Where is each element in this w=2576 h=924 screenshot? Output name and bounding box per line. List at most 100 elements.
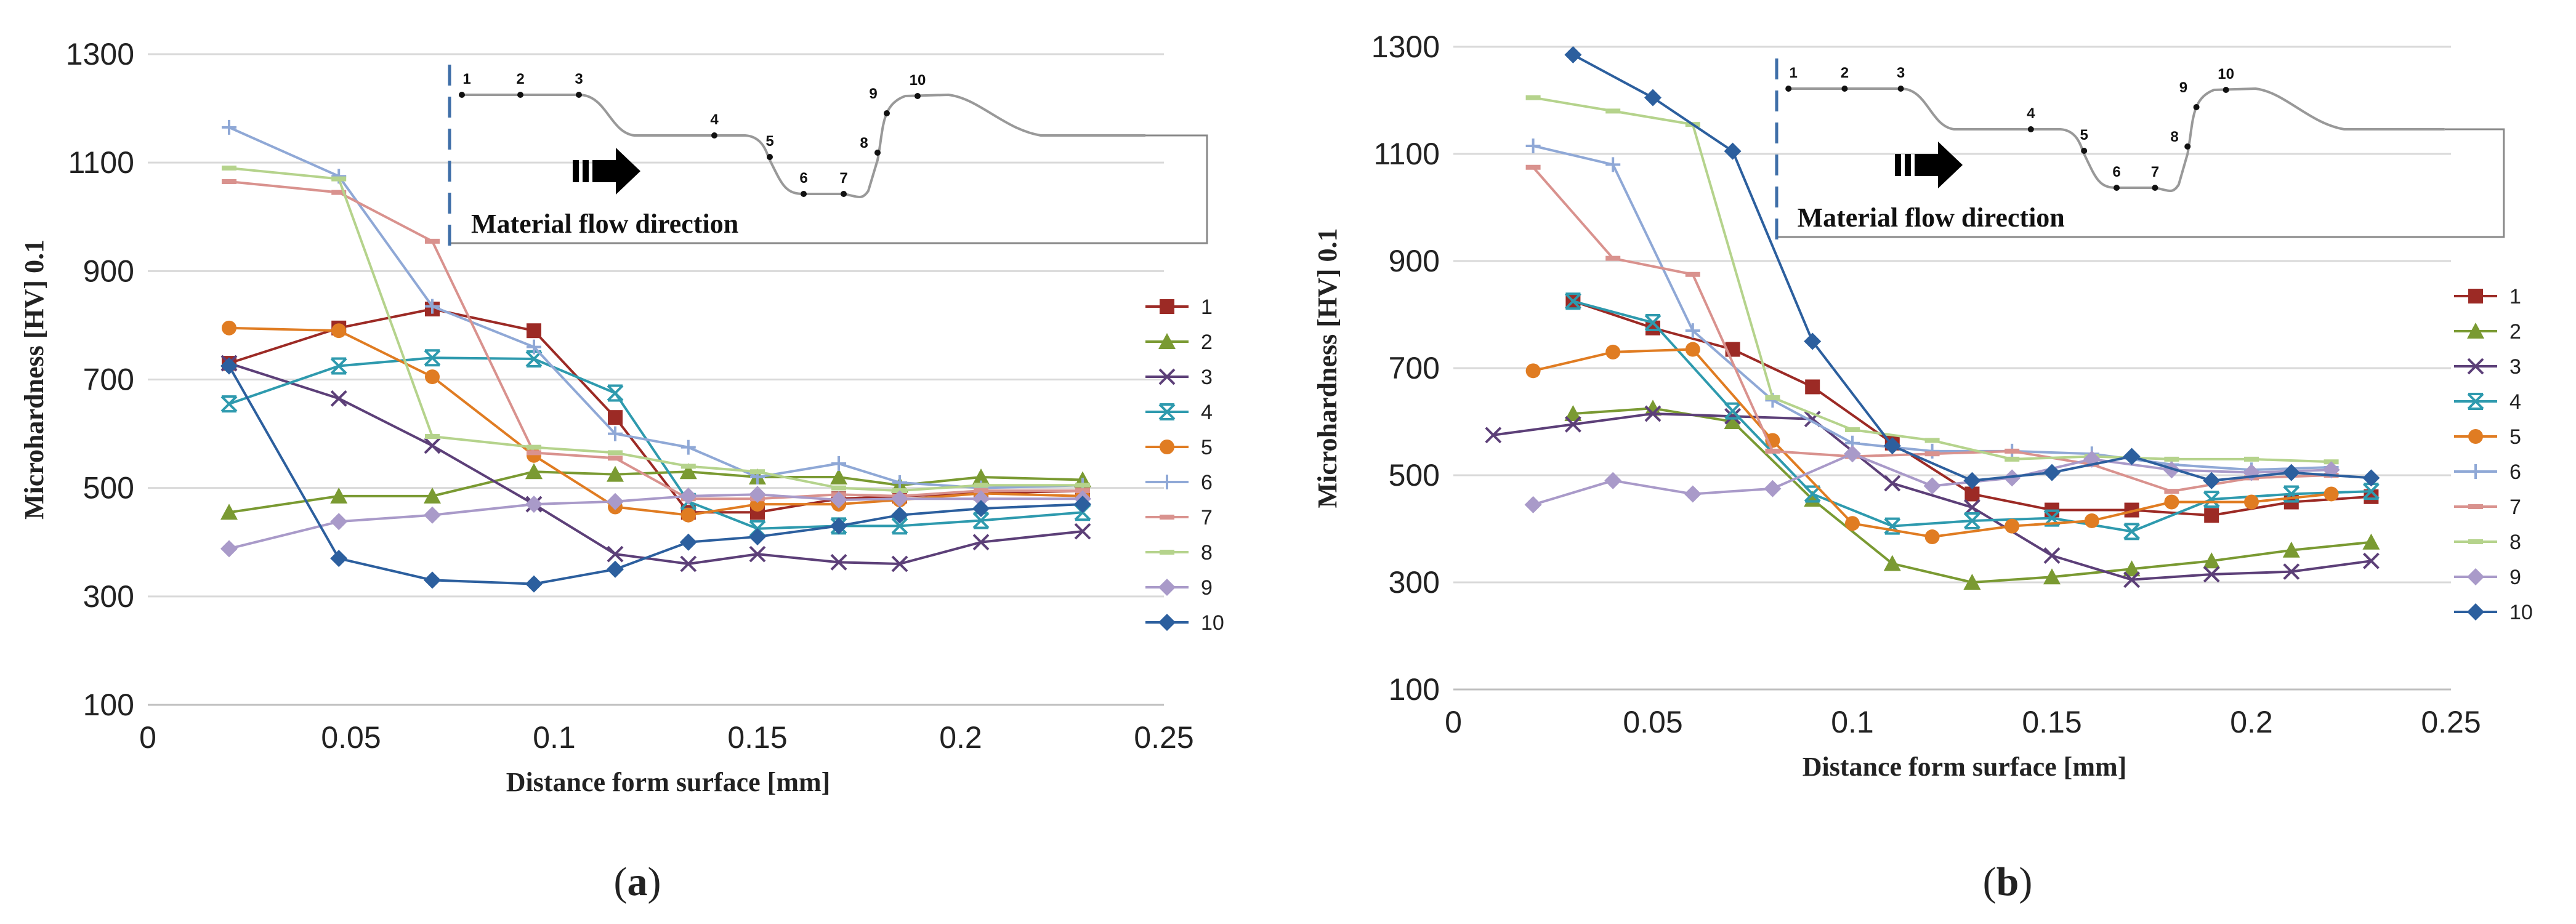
x-axis-title-a: Distance form surface [mm] xyxy=(506,767,831,797)
data-point-b-9-1 xyxy=(1604,472,1622,489)
data-point-a-4-1 xyxy=(330,357,347,375)
data-point-b-10-0 xyxy=(1564,46,1582,64)
legend-marker-a-2 xyxy=(1158,333,1176,349)
data-point-a-5-5 xyxy=(680,507,696,523)
data-point-b-1-8 xyxy=(2204,508,2219,523)
data-point-a-4-0 xyxy=(220,395,238,413)
inset-point-label-b-10: 10 xyxy=(2218,66,2234,82)
legend-marker-b-7 xyxy=(2468,504,2483,509)
arrow-icon-b xyxy=(1915,142,1963,188)
arrow-icon-a xyxy=(592,148,640,195)
data-point-b-7-1 xyxy=(1605,255,1621,261)
data-point-a-9-7 xyxy=(830,491,847,509)
inset-point-a-6 xyxy=(801,191,807,197)
inset-point-b-6 xyxy=(2114,185,2120,191)
data-point-b-10-4 xyxy=(1883,437,1901,455)
data-point-a-7-1 xyxy=(331,190,347,195)
x-tick-label-b-2: 0.1 xyxy=(1831,705,1874,739)
inset-point-label-a-6: 6 xyxy=(799,170,807,187)
data-point-a-5-1 xyxy=(331,323,347,339)
inset-point-b-5 xyxy=(2081,148,2088,154)
legend-label-b-9: 9 xyxy=(2509,566,2521,589)
data-point-a-9-2 xyxy=(424,506,441,524)
chart-b-svg: 100 300 500 700 900 1100 1300 0 0.05 0.1 0.15 0.2 0.… xyxy=(1312,30,2533,782)
data-point-b-3-9 xyxy=(2203,566,2220,583)
y-tick-label-b-0: 100 xyxy=(1389,672,1440,707)
series-b-6 xyxy=(1525,138,2339,478)
series-line-a-4 xyxy=(228,356,1083,530)
data-point-a-2-7 xyxy=(830,468,847,485)
data-point-b-6-5 xyxy=(1924,443,1940,459)
inset-arrow-tail-1-a xyxy=(573,160,579,182)
data-point-b-2-9 xyxy=(2282,541,2300,558)
data-point-b-3-10 xyxy=(2283,563,2300,581)
series-a-8 xyxy=(222,165,1090,494)
data-point-a-10-5 xyxy=(679,533,697,551)
data-point-a-4-4 xyxy=(607,384,624,402)
gridlines-a xyxy=(148,53,1164,598)
data-point-b-3-7 xyxy=(2043,547,2061,564)
legend-marker-b-10 xyxy=(2467,603,2484,621)
inset-arrow-tail-1-b xyxy=(1895,154,1901,176)
inset-point-label-a-3: 3 xyxy=(575,71,583,87)
legend-label-a-1: 1 xyxy=(1201,295,1213,319)
data-point-a-7-2 xyxy=(425,238,440,244)
data-point-b-9-6 xyxy=(2003,469,2021,487)
inset-point-label-a-8: 8 xyxy=(860,135,868,151)
data-point-b-2-10 xyxy=(2362,533,2380,550)
inset-point-b-4 xyxy=(2027,126,2034,132)
data-point-b-8-3 xyxy=(1765,395,1780,400)
data-point-a-6-4 xyxy=(608,426,623,441)
legend-label-b-6: 6 xyxy=(2509,460,2521,484)
data-point-b-10-2 xyxy=(1724,142,1742,160)
inset-point-b-2 xyxy=(1841,86,1848,92)
data-point-a-3-7 xyxy=(830,553,847,571)
series-b-10 xyxy=(1564,46,2380,489)
data-point-a-9-6 xyxy=(749,486,766,504)
inset-point-label-a-9: 9 xyxy=(869,86,877,102)
data-point-a-10-2 xyxy=(424,571,441,589)
series-line-a-3 xyxy=(228,362,1083,565)
data-point-a-10-8 xyxy=(891,506,908,524)
data-point-a-3-5 xyxy=(680,555,697,572)
data-point-b-7-2 xyxy=(1685,271,1700,277)
data-point-b-5-2 xyxy=(1685,342,1700,357)
inset-point-a-1 xyxy=(459,92,465,98)
data-point-b-10-9 xyxy=(2282,464,2300,481)
legend-label-a-8: 8 xyxy=(1201,541,1213,564)
x-tick-label-b-5: 0.25 xyxy=(2421,705,2481,739)
data-point-b-9-0 xyxy=(1524,496,1542,513)
data-point-b-10-6 xyxy=(2043,464,2061,481)
inset-point-b-9 xyxy=(2193,104,2200,110)
inset-arrow-tail-2-a xyxy=(583,160,589,182)
legend-label-a-7: 7 xyxy=(1201,506,1213,529)
y-tick-label-a-0: 100 xyxy=(83,688,134,722)
y-tick-label-b-6: 1300 xyxy=(1371,30,1440,64)
legend-marker-a-3 xyxy=(1158,368,1176,385)
data-point-a-8-7 xyxy=(831,485,846,491)
y-tick-label-b-5: 1100 xyxy=(1373,137,1440,171)
legend-marker-a-4 xyxy=(1158,403,1176,420)
data-point-b-8-8 xyxy=(2164,456,2179,462)
y-tick-label-a-1: 300 xyxy=(83,579,134,614)
data-point-b-4-3 xyxy=(1804,485,1821,503)
data-point-a-2-5 xyxy=(679,463,697,480)
data-point-a-1-4 xyxy=(608,410,623,425)
inset-frame-a xyxy=(450,134,1208,244)
data-point-b-8-4 xyxy=(1845,427,1860,433)
inset-point-a-7 xyxy=(841,191,847,197)
y-tick-label-b-3: 700 xyxy=(1389,351,1440,385)
data-point-a-10-1 xyxy=(330,550,348,568)
data-point-a-2-2 xyxy=(424,487,441,504)
inset-point-a-4 xyxy=(711,132,717,139)
data-point-a-6-8 xyxy=(892,475,907,490)
inset-point-label-b-8: 8 xyxy=(2170,129,2178,145)
data-point-a-8-3 xyxy=(527,444,541,450)
data-point-b-2-4 xyxy=(1883,555,1901,571)
data-point-b-2-2 xyxy=(1724,413,1742,429)
data-point-b-6-2 xyxy=(1685,323,1700,339)
data-point-a-3-9 xyxy=(972,534,990,551)
data-point-a-6-2 xyxy=(425,299,440,314)
data-point-a-9-1 xyxy=(330,513,348,531)
data-point-a-3-10 xyxy=(1074,523,1091,540)
